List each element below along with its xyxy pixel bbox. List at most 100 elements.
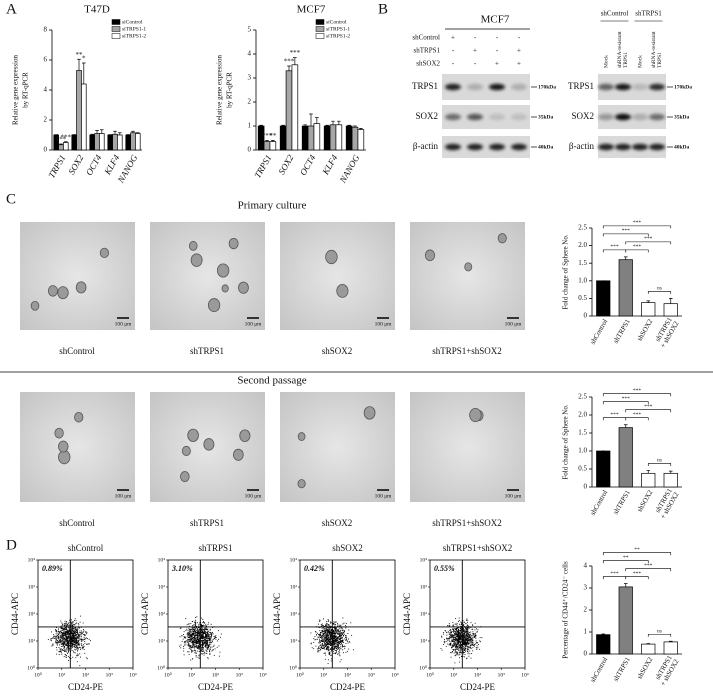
event: [450, 637, 451, 638]
error-bar: [646, 470, 650, 473]
bar: [90, 135, 95, 150]
event: [197, 636, 198, 637]
event: [61, 630, 62, 631]
significance: ***: [633, 220, 642, 226]
event: [463, 632, 464, 633]
event: [60, 628, 61, 629]
event: [476, 632, 477, 633]
event: [77, 642, 78, 643]
protein-label: β-actin: [569, 141, 595, 151]
event: [465, 647, 466, 648]
event: [86, 637, 87, 638]
event: [197, 634, 198, 635]
significance: ***: [622, 228, 631, 234]
event: [205, 635, 206, 636]
event: [343, 636, 344, 637]
event: [330, 649, 331, 650]
event: [66, 651, 67, 652]
sphere: [48, 286, 57, 297]
bracket: [626, 577, 649, 580]
legend-swatch: [112, 20, 120, 25]
event: [330, 641, 331, 642]
section-title: Primary culture: [238, 200, 307, 212]
significance: *: [82, 55, 86, 63]
event: [192, 636, 193, 637]
event: [204, 652, 205, 653]
blot-band: [632, 84, 648, 90]
x-tick-label: OCT4: [84, 153, 104, 177]
y-tick-label: 0: [584, 650, 588, 658]
event: [340, 635, 341, 636]
significance: ns: [657, 458, 662, 464]
event: [322, 633, 323, 634]
event: [183, 648, 184, 649]
event: [195, 639, 196, 640]
event: [209, 644, 210, 645]
event: [67, 653, 68, 654]
event: [341, 659, 342, 660]
event: [469, 640, 470, 641]
event: [454, 653, 455, 654]
event: [334, 632, 335, 633]
event: [83, 644, 84, 645]
y-axis-label: CD44-APC: [140, 593, 150, 635]
event: [212, 647, 213, 648]
event: [197, 630, 198, 631]
event: [60, 641, 61, 642]
event: [331, 649, 332, 650]
legend-label: siTRPS1-1: [326, 26, 350, 32]
event: [475, 636, 476, 637]
event: [210, 636, 211, 637]
x-tick-label: 10¹: [58, 672, 66, 678]
event: [336, 639, 337, 640]
event: [211, 650, 212, 651]
event: [469, 634, 470, 635]
event: [460, 633, 461, 634]
y-tick-label: 0: [584, 483, 588, 491]
event: [87, 638, 88, 639]
event: [201, 630, 202, 631]
event: [66, 649, 67, 650]
event: [63, 644, 64, 645]
event: [451, 635, 452, 636]
event: [66, 657, 67, 658]
event: [334, 648, 335, 649]
event: [209, 651, 210, 652]
event: [466, 645, 467, 646]
event: [331, 637, 332, 638]
event: [330, 640, 331, 641]
event: [218, 630, 219, 631]
event: [463, 624, 464, 625]
micrograph: [280, 222, 395, 330]
event: [208, 631, 209, 632]
event: [335, 650, 336, 651]
event: [340, 632, 341, 633]
event: [329, 644, 330, 645]
event: [449, 641, 450, 642]
event: [476, 640, 477, 641]
bar: [95, 134, 100, 151]
event: [335, 622, 336, 623]
event: [330, 634, 331, 635]
event: [205, 653, 206, 654]
event: [325, 653, 326, 654]
event: [65, 621, 66, 622]
x-tick-label: 10³: [236, 672, 244, 678]
event: [60, 640, 61, 641]
event: [330, 633, 331, 634]
event: [452, 622, 453, 623]
event: [58, 631, 59, 632]
event: [80, 622, 81, 623]
event: [459, 655, 460, 656]
sample-label: shTRPS1+shSOX2: [432, 346, 502, 356]
event: [477, 631, 478, 632]
event: [458, 633, 459, 634]
micrograph: [280, 392, 395, 502]
event: [345, 646, 346, 647]
event: [52, 644, 53, 645]
event: [444, 639, 445, 640]
event: [341, 637, 342, 638]
event: [467, 635, 468, 636]
event: [333, 641, 334, 642]
event: [210, 637, 211, 638]
